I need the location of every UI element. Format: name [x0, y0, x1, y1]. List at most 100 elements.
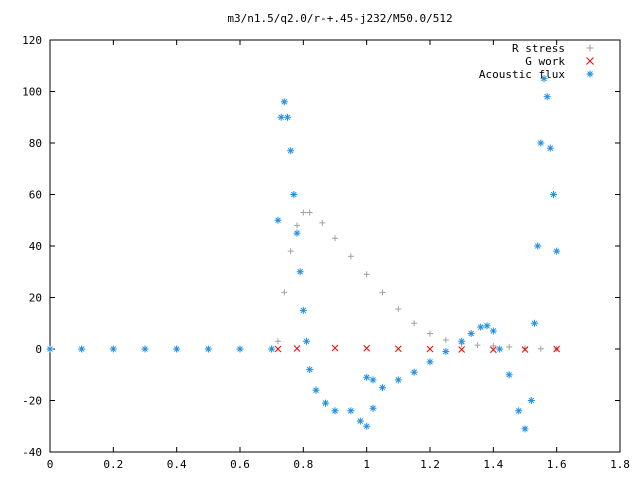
data-point [290, 191, 298, 198]
data-point [322, 399, 329, 407]
data-point [363, 422, 371, 430]
data-point [294, 222, 300, 229]
data-point [553, 345, 561, 353]
data-point [537, 139, 545, 147]
data-point [268, 345, 276, 353]
data-point [427, 330, 433, 337]
data-point [537, 345, 544, 352]
data-point [490, 342, 497, 349]
data-point [274, 216, 282, 224]
legend-marker [586, 57, 594, 65]
x-tick-label: 1 [363, 458, 370, 471]
data-point [280, 98, 288, 106]
data-point [534, 242, 542, 250]
data-point [363, 271, 370, 278]
data-point [287, 248, 294, 255]
data-point [274, 345, 282, 353]
chart-series [46, 75, 561, 433]
data-point [369, 404, 377, 412]
data-point [410, 368, 418, 376]
data-point [296, 268, 304, 276]
data-point [312, 386, 320, 394]
x-tick-label: 1.4 [483, 458, 503, 471]
data-point [477, 323, 485, 331]
data-point [467, 330, 475, 338]
data-point [204, 345, 212, 353]
data-point [540, 75, 548, 83]
y-tick-label: -40 [22, 446, 42, 459]
data-point [46, 345, 54, 353]
data-point [347, 407, 355, 415]
data-point [521, 425, 529, 433]
series-g-work [274, 344, 561, 354]
legend-label: Acoustic flux [479, 68, 565, 81]
series-r-stress [47, 209, 560, 352]
x-tick-label: 1.6 [547, 458, 567, 471]
data-point [369, 376, 377, 384]
data-point [543, 93, 551, 101]
data-point [379, 289, 386, 296]
data-point [284, 113, 291, 121]
data-point [356, 417, 364, 425]
legend-label: R stress [512, 42, 565, 55]
data-point [363, 344, 371, 352]
x-tick-label: 0.6 [230, 458, 250, 471]
data-point [347, 253, 354, 260]
data-point [363, 373, 371, 381]
data-point [287, 147, 295, 155]
data-point [505, 371, 513, 379]
y-tick-label: 100 [22, 86, 42, 99]
data-point [489, 346, 497, 354]
y-tick-label: 0 [35, 343, 42, 356]
chart-axes: 0 0.2 0.4 0.6 0.8 1 1.2 1.4 1.6 1.8 -40 -20 0 20 40 60 8… [22, 34, 630, 471]
data-point [395, 306, 402, 313]
data-point [277, 113, 285, 121]
data-point [293, 229, 301, 237]
data-point [275, 338, 281, 345]
data-point [281, 289, 288, 296]
x-tick-label: 0.4 [167, 458, 187, 471]
data-point [550, 191, 557, 198]
data-point [319, 219, 326, 226]
data-point [496, 345, 504, 353]
data-point [411, 320, 418, 327]
data-point [379, 384, 386, 392]
data-point [426, 345, 434, 353]
data-point [306, 366, 314, 374]
chart-title: m3/n1.5/q2.0/r-+.45-j232/M50.0/512 [227, 12, 452, 25]
data-point [173, 345, 181, 353]
data-point [531, 319, 538, 327]
data-point [109, 345, 117, 353]
data-point [299, 306, 307, 314]
series-acoustic-flux [46, 75, 561, 433]
data-point [331, 344, 339, 352]
y-tick-label: 20 [29, 292, 42, 305]
data-point [515, 407, 523, 415]
y-tick-label: 60 [29, 189, 42, 202]
y-tick-label: 40 [29, 240, 42, 253]
data-point [306, 209, 313, 216]
legend-marker [586, 70, 594, 78]
legend-marker [586, 44, 594, 52]
data-point [331, 407, 339, 415]
data-point [553, 247, 561, 255]
x-tick-label: 0 [47, 458, 54, 471]
data-point [332, 235, 338, 242]
data-point [483, 322, 491, 330]
data-point [442, 336, 449, 343]
data-point [426, 358, 434, 366]
legend-label: G work [525, 55, 565, 68]
data-point [300, 209, 307, 216]
data-point [236, 345, 244, 353]
y-tick-label: 120 [22, 34, 42, 47]
data-point [303, 337, 310, 345]
data-point [458, 337, 466, 345]
x-tick-label: 1.8 [610, 458, 630, 471]
x-tick-label: 0.8 [293, 458, 313, 471]
y-tick-label: 80 [29, 137, 42, 150]
data-point [506, 343, 513, 350]
x-tick-label: 0.2 [103, 458, 123, 471]
data-point [394, 345, 402, 353]
